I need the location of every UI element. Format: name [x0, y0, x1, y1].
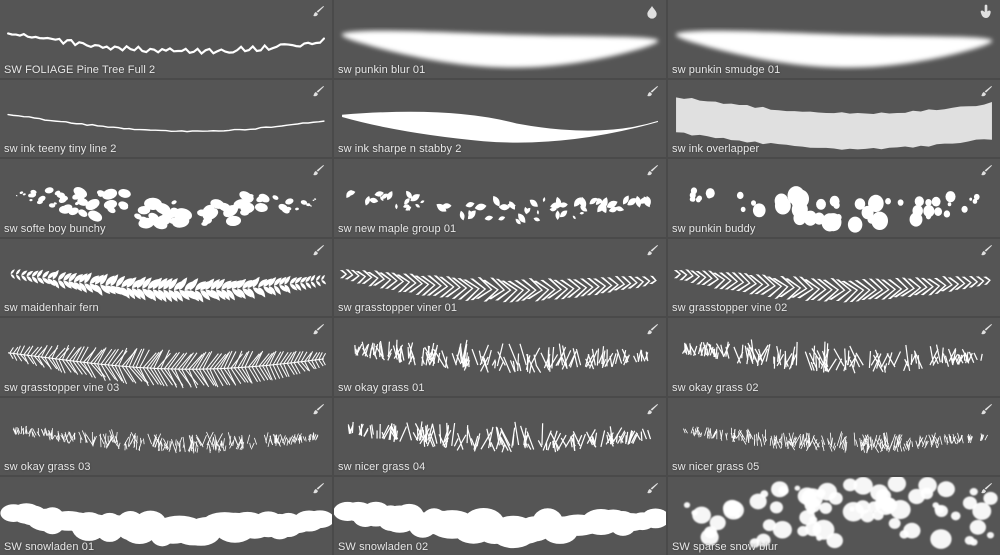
brush-icon [644, 402, 660, 418]
brush-stroke-preview [0, 477, 332, 555]
brush-icon [978, 163, 994, 179]
blur-icon [644, 4, 660, 20]
brush-cell[interactable]: SW snowladen 02 [334, 477, 666, 555]
brush-cell[interactable]: SW sparse snow blur [668, 477, 1000, 555]
brush-cell[interactable]: sw nicer grass 05 [668, 398, 1000, 476]
brush-cell[interactable]: sw okay grass 02 [668, 318, 1000, 396]
brush-stroke-preview [0, 318, 332, 396]
brush-stroke-preview [334, 239, 666, 317]
brush-cell[interactable]: sw maidenhair fern [0, 239, 332, 317]
brush-stroke-preview [668, 0, 1000, 78]
brush-cell[interactable]: sw ink sharpe n stabby 2 [334, 80, 666, 158]
smudge-icon [978, 4, 994, 20]
brush-stroke-preview [668, 239, 1000, 317]
brush-stroke-preview [0, 0, 332, 78]
brush-cell[interactable]: SW FOLIAGE Pine Tree Full 2 [0, 0, 332, 78]
brush-cell[interactable]: sw new maple group 01 [334, 159, 666, 237]
brush-cell[interactable]: sw nicer grass 04 [334, 398, 666, 476]
brush-icon [310, 481, 326, 497]
brush-cell[interactable]: sw punkin buddy [668, 159, 1000, 237]
brush-icon [978, 402, 994, 418]
brush-cell[interactable]: sw grasstopper vine 03 [0, 318, 332, 396]
brush-stroke-preview [334, 159, 666, 237]
brush-icon [978, 481, 994, 497]
brush-icon [644, 481, 660, 497]
brush-stroke-preview [668, 159, 1000, 237]
brush-grid: SW FOLIAGE Pine Tree Full 2sw punkin blu… [0, 0, 1000, 555]
brush-icon [644, 243, 660, 259]
brush-icon [644, 84, 660, 100]
brush-cell[interactable]: sw ink overlapper [668, 80, 1000, 158]
brush-stroke-preview [0, 398, 332, 476]
brush-icon [978, 84, 994, 100]
brush-stroke-preview [668, 398, 1000, 476]
brush-icon [310, 84, 326, 100]
brush-icon [310, 163, 326, 179]
brush-stroke-preview [0, 80, 332, 158]
brush-cell[interactable]: sw grasstopper viner 01 [334, 239, 666, 317]
brush-stroke-preview [334, 80, 666, 158]
brush-icon [644, 322, 660, 338]
brush-cell[interactable]: sw ink teeny tiny line 2 [0, 80, 332, 158]
brush-cell[interactable]: sw punkin smudge 01 [668, 0, 1000, 78]
brush-cell[interactable]: sw punkin blur 01 [334, 0, 666, 78]
brush-icon [978, 243, 994, 259]
brush-stroke-preview [334, 477, 666, 555]
brush-icon [310, 4, 326, 20]
brush-stroke-preview [0, 239, 332, 317]
brush-stroke-preview [668, 477, 1000, 555]
brush-icon [310, 322, 326, 338]
brush-cell[interactable]: sw okay grass 01 [334, 318, 666, 396]
brush-stroke-preview [334, 318, 666, 396]
brush-icon [310, 243, 326, 259]
brush-cell[interactable]: sw okay grass 03 [0, 398, 332, 476]
brush-icon [310, 402, 326, 418]
brush-cell[interactable]: sw softe boy bunchy [0, 159, 332, 237]
brush-icon [644, 163, 660, 179]
brush-cell[interactable]: SW snowladen 01 [0, 477, 332, 555]
brush-cell[interactable]: sw grasstopper vine 02 [668, 239, 1000, 317]
brush-stroke-preview [334, 0, 666, 78]
brush-icon [978, 322, 994, 338]
brush-stroke-preview [0, 159, 332, 237]
brush-stroke-preview [668, 318, 1000, 396]
brush-stroke-preview [334, 398, 666, 476]
brush-stroke-preview [668, 80, 1000, 158]
